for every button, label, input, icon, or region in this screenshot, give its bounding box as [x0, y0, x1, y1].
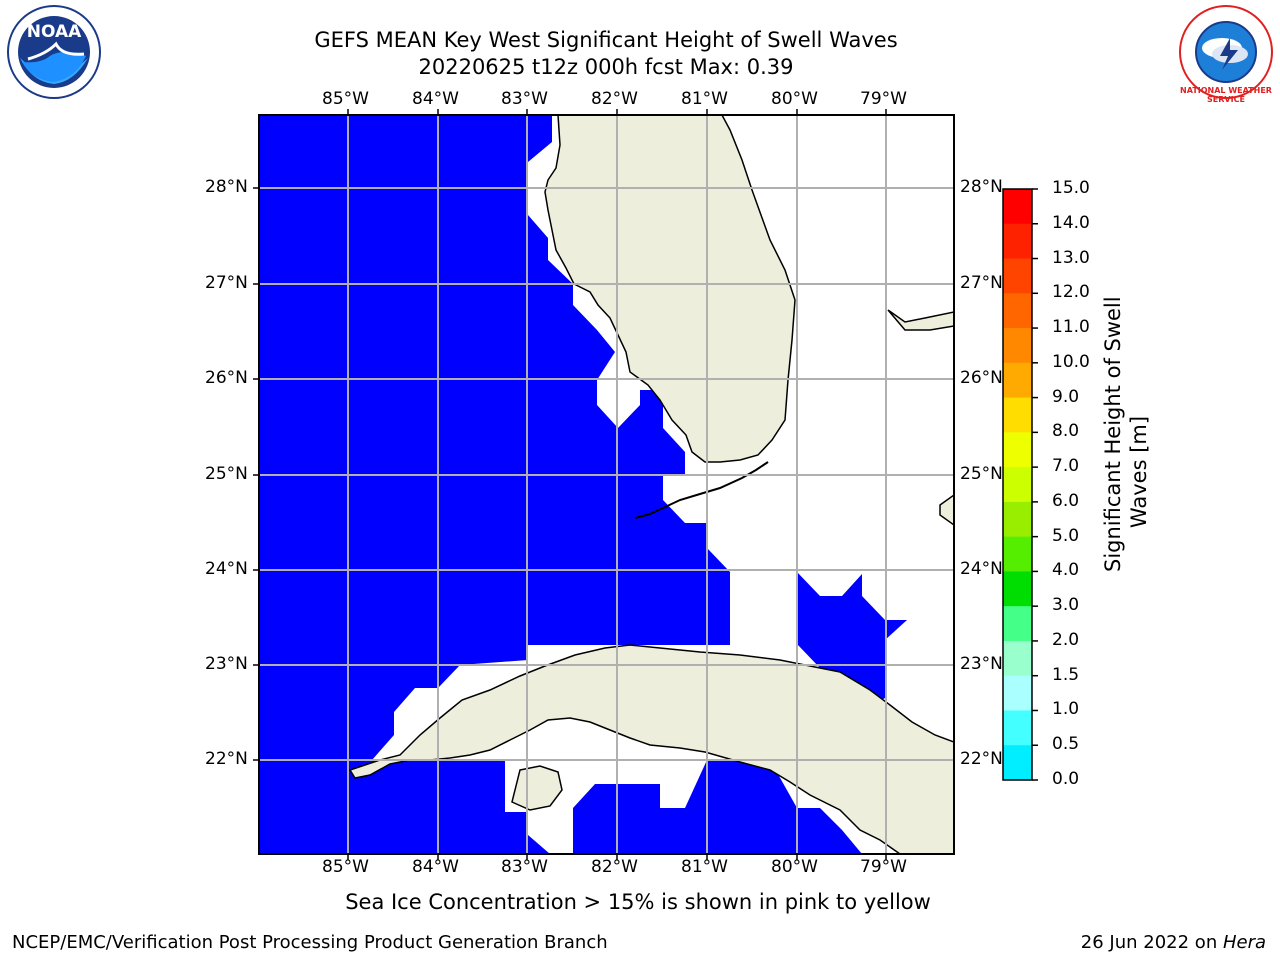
lon-label-bottom: 80°W [771, 857, 818, 877]
colorbar-tick-label: 0.0 [1052, 769, 1080, 789]
colorbar-tick-label: 13.0 [1052, 247, 1090, 268]
lon-label-top: 85°W [322, 89, 369, 109]
lat-label-left: 26°N [205, 368, 248, 388]
lat-label-left: 23°N [205, 654, 248, 674]
lat-label-left: 27°N [205, 273, 248, 293]
colorbar-tick-label: 10.0 [1052, 351, 1090, 372]
florida-land [544, 115, 796, 463]
noaa-logo-graphic [7, 5, 101, 99]
lon-label-top: 82°W [591, 89, 638, 109]
lon-label-top: 83°W [501, 89, 548, 109]
colorbar-cell [1003, 258, 1032, 294]
colorbar-label-line2: Waves [m] [1127, 415, 1151, 529]
lat-label-left: 24°N [205, 559, 248, 579]
florida-keys [634, 461, 769, 519]
noaa-logo-text: NOAA [26, 22, 82, 42]
tick-marks [253, 109, 887, 860]
lon-label-bottom: 81°W [681, 857, 728, 877]
lon-label-top: 81°W [681, 89, 728, 109]
nws-logo-graphic [1179, 5, 1273, 99]
colorbar-cell [1003, 745, 1032, 781]
lon-label-bottom: 84°W [412, 857, 459, 877]
lon-label-top: 84°W [412, 89, 459, 109]
colorbar-cell [1003, 397, 1032, 433]
colorbar-cell [1003, 223, 1032, 260]
colorbar-label-line1: Significant Height of Swell [1101, 296, 1125, 572]
colorbar-tick-label: 8.0 [1052, 421, 1080, 442]
colorbar-tick-label: 1.5 [1052, 664, 1080, 685]
colorbar-tick-label: 5.0 [1052, 525, 1080, 546]
colorbar-cell [1003, 710, 1032, 746]
footer-host: Hera [1222, 932, 1266, 953]
lat-label-right: 22°N [960, 749, 1003, 769]
colorbar-tick-label: 4.0 [1052, 560, 1080, 581]
colorbar-cell [1003, 536, 1032, 572]
colorbar-cell [1003, 189, 1032, 225]
chart-title: GEFS MEAN Key West Significant Height of… [314, 28, 898, 52]
lon-label-bottom: 85°W [322, 857, 369, 877]
colorbar-tick-label: 7.0 [1052, 456, 1080, 477]
colorbar-tick-label: 9.0 [1052, 386, 1080, 407]
lat-label-right: 28°N [960, 177, 1003, 197]
bahamas-land [887, 309, 954, 331]
colorbar-cell [1003, 606, 1032, 642]
colorbar-ticks [1032, 188, 1038, 781]
colorbar-cell [1003, 328, 1032, 364]
gridlines [259, 115, 954, 854]
lon-label-top: 80°W [771, 89, 818, 109]
colorbar-tick-label: 2.0 [1052, 629, 1080, 650]
lat-label-right: 27°N [960, 273, 1003, 293]
lat-label-right: 26°N [960, 368, 1003, 388]
colorbar-tick-label: 6.0 [1052, 490, 1080, 511]
chart-subtitle: 20220625 t12z 000h fcst Max: 0.39 [418, 55, 794, 79]
colorbar-cell [1003, 640, 1032, 677]
nws-logo-text: NATIONAL WEATHER SERVICE [1180, 86, 1272, 104]
nws-logo: NATIONAL WEATHER SERVICE [1178, 4, 1274, 104]
colorbar-cell [1003, 362, 1032, 399]
colorbar-cell [1003, 501, 1032, 538]
ocean-patches [259, 572, 907, 854]
sea-ice-note: Sea Ice Concentration > 15% is shown in … [345, 890, 931, 914]
lon-label-bottom: 79°W [860, 857, 907, 877]
lat-label-right: 23°N [960, 654, 1003, 674]
isla-juventud [511, 765, 563, 811]
map-area [259, 115, 954, 854]
colorbar-tick-label: 15.0 [1052, 178, 1090, 198]
lat-label-left: 25°N [205, 464, 248, 484]
colorbar-cell [1003, 467, 1032, 503]
colorbar-tick-label: 1.0 [1052, 699, 1080, 720]
map-frame [258, 114, 955, 855]
lat-label-left: 22°N [205, 749, 248, 769]
andros-land [939, 494, 954, 526]
colorbar-cell [1003, 675, 1032, 711]
colorbar-tick-label: 12.0 [1052, 282, 1090, 303]
colorbar-cell [1003, 432, 1032, 468]
lon-label-bottom: 83°W [501, 857, 548, 877]
colorbar-frame [1002, 188, 1033, 781]
colorbar-cell [1003, 571, 1032, 607]
lon-label-top: 79°W [860, 89, 907, 109]
lon-label-bottom: 82°W [591, 857, 638, 877]
lat-label-left: 28°N [205, 177, 248, 197]
colorbar-cell [1003, 293, 1032, 329]
footer-credit: NCEP/EMC/Verification Post Processing Pr… [12, 932, 608, 953]
lat-label-right: 24°N [960, 559, 1003, 579]
colorbar-tick-label: 14.0 [1052, 212, 1090, 233]
colorbar-tick-label: 3.0 [1052, 595, 1080, 616]
colorbar-tick-label: 11.0 [1052, 317, 1090, 338]
colorbar [1003, 189, 1032, 781]
colorbar-tick-label: 0.5 [1052, 734, 1080, 755]
footer-date: 26 Jun 2022 on Hera [1081, 932, 1266, 953]
cuba-land [348, 644, 954, 854]
noaa-logo: NOAA [6, 4, 102, 100]
footer-date-text: 26 Jun 2022 on [1080, 932, 1223, 953]
lat-label-right: 25°N [960, 464, 1003, 484]
